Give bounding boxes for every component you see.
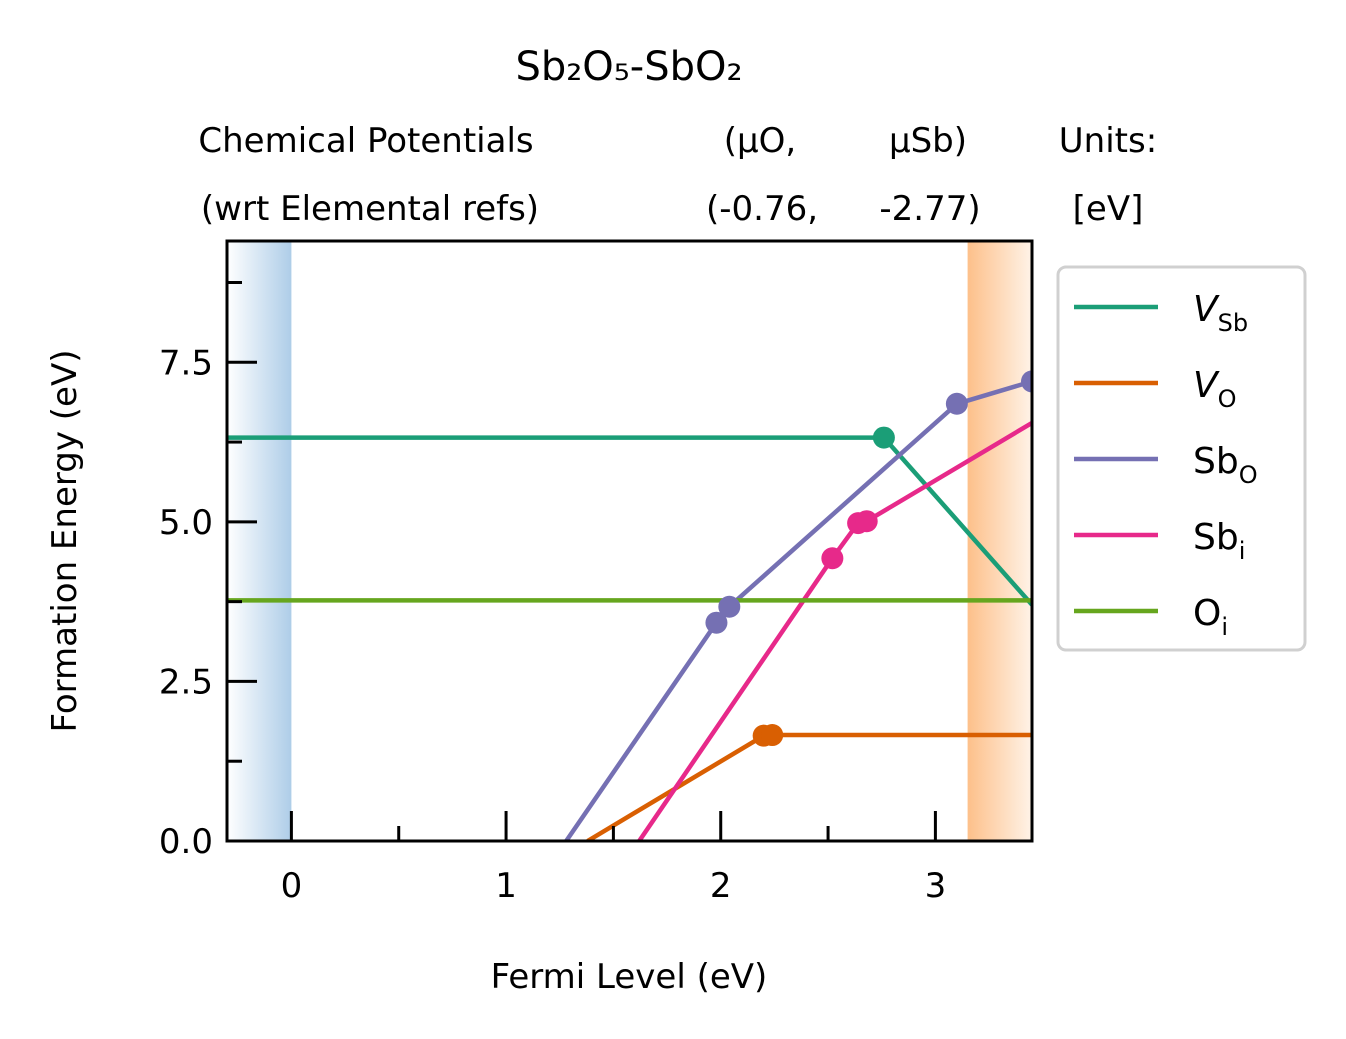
series-line-sbo <box>564 379 1032 841</box>
chem-pot-col1-header: (μO, <box>724 121 796 161</box>
transition-point-sbo-2 <box>945 392 968 415</box>
chem-pot-col1-value: (-0.76, <box>706 189 818 229</box>
chem-pot-units-value: [eV] <box>1073 189 1144 229</box>
valence-band-region <box>227 241 292 841</box>
plot-frame <box>225 239 1034 843</box>
transition-point-vo-1 <box>761 724 784 747</box>
x-tick-label: 2 <box>710 866 732 906</box>
legend-label-sbi: Sbi <box>1193 517 1245 565</box>
chem-pot-header-line1: Chemical Potentials <box>198 121 533 161</box>
chart-title: Sb₂O₅-SbO₂ <box>515 44 742 90</box>
chem-pot-header-line2: (wrt Elemental refs) <box>201 189 539 229</box>
legend: VSb VO SbO Sbi Oi <box>1074 289 1258 641</box>
transition-point-sbi-2 <box>855 510 878 533</box>
y-tick-label: 0.0 <box>159 822 213 862</box>
chem-pot-col2-header: μSb) <box>889 121 967 161</box>
legend-label-vo: VO <box>1193 365 1237 413</box>
transition-point-sbo-1 <box>718 595 741 618</box>
legend-box <box>1056 265 1307 652</box>
y-axis-label: Formation Energy (eV) <box>45 350 85 733</box>
x-tick-label: 0 <box>281 866 303 906</box>
series-line-vsb <box>227 435 1032 607</box>
transition-point-sbo-0 <box>705 611 728 634</box>
series-line-vo <box>586 732 1032 841</box>
x-tick-label: 3 <box>925 866 947 906</box>
x-tick-label: 1 <box>495 866 517 906</box>
legend-label-oi: Oi <box>1193 593 1228 641</box>
legend-label-sbo: SbO <box>1193 441 1258 489</box>
y-tick-label: 7.5 <box>159 343 213 383</box>
transition-point-sbo-3 <box>1021 370 1032 393</box>
legend-label-vsb: VSb <box>1193 289 1248 337</box>
x-axis-label: Fermi Level (eV) <box>491 957 768 997</box>
chem-pot-units-header: Units: <box>1059 121 1157 161</box>
transition-point-sbi-0 <box>821 547 844 570</box>
y-tick-label: 5.0 <box>159 503 213 543</box>
y-tick-label: 2.5 <box>159 662 213 702</box>
transition-point-vsb-0 <box>872 426 895 449</box>
chem-pot-col2-value: -2.77) <box>879 189 980 229</box>
